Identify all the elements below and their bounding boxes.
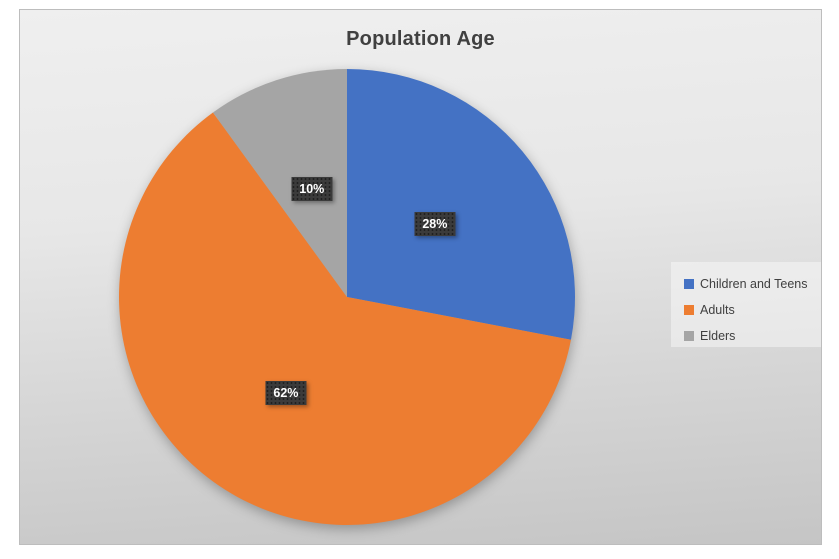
chart-title: Population Age [346,28,495,50]
data-label-children-and-teens: 28% [414,212,456,237]
chart-area: Population Age 28% 62% 10% Children and Te… [19,9,822,545]
legend-swatch-blue-icon [684,279,694,289]
legend: Children and Teens Adults Elders [671,262,821,347]
legend-label-children-and-teens: Children and Teens [700,277,808,291]
legend-item-children-and-teens[interactable]: Children and Teens [684,271,817,297]
data-label-adults: 62% [265,381,307,406]
legend-label-elders: Elders [700,329,736,343]
legend-label-adults: Adults [700,303,735,317]
pie-area: 28% 62% 10% [118,68,576,526]
pie-slice-children-and-teens[interactable] [347,69,575,340]
legend-item-adults[interactable]: Adults [684,297,817,323]
pie-chart-svg [118,69,575,525]
legend-swatch-orange-icon [684,305,694,315]
legend-swatch-gray-icon [684,331,694,341]
data-label-elders: 10% [291,176,333,201]
legend-item-elders[interactable]: Elders [684,323,817,349]
pie-slice-adults[interactable] [118,112,571,525]
pie-slice-elders[interactable] [212,69,347,297]
